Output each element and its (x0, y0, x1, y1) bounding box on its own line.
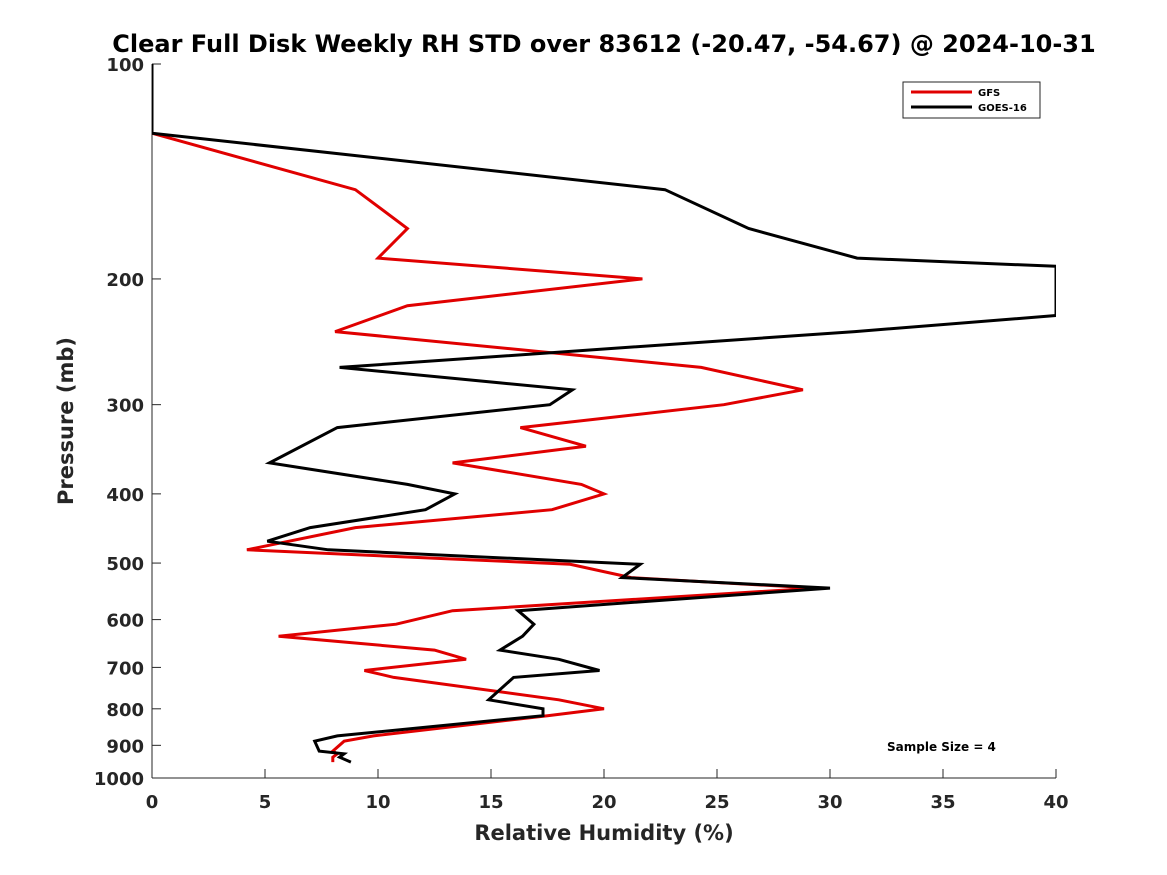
y-tick-label: 1000 (94, 769, 144, 790)
chart-title: Clear Full Disk Weekly RH STD over 83612… (112, 30, 1095, 58)
x-tick-label: 25 (704, 792, 729, 813)
x-tick-label: 5 (259, 792, 272, 813)
y-tick-label: 800 (106, 700, 144, 721)
legend: GFS GOES-16 (902, 81, 1041, 119)
legend-label-gfs: GFS (978, 88, 1000, 99)
y-tick-label: 500 (106, 554, 144, 575)
x-tick-label: 0 (146, 792, 159, 813)
series-layer (152, 64, 1056, 764)
x-tick-label: 20 (591, 792, 616, 813)
y-tick-label: 700 (106, 658, 144, 679)
legend-label-goes16: GOES-16 (978, 103, 1027, 114)
x-tick-label: 35 (930, 792, 955, 813)
x-tick-label: 15 (478, 792, 503, 813)
x-tick-label: 40 (1043, 792, 1068, 813)
y-tick-label: 300 (106, 396, 144, 417)
y-tick-label: 200 (106, 270, 144, 291)
sample-size-annotation: Sample Size = 4 (887, 740, 996, 754)
x-tick-label: 30 (817, 792, 842, 813)
y-axis-ticks: 100 200 300 400 500 600 700 800 900 1000 (94, 55, 161, 790)
x-axis-ticks: 0 5 10 15 20 25 30 35 40 (146, 769, 1069, 813)
series-line-goes16 (152, 64, 1056, 764)
x-axis-label: Relative Humidity (%) (474, 821, 733, 845)
y-tick-label: 400 (106, 485, 144, 506)
y-axis-label: Pressure (mb) (54, 337, 78, 505)
series-line-gfs (152, 64, 817, 763)
x-tick-label: 10 (365, 792, 390, 813)
legend-box (902, 81, 1041, 119)
y-tick-label: 600 (106, 611, 144, 632)
y-tick-label: 100 (106, 55, 144, 76)
y-tick-label: 900 (106, 736, 144, 757)
